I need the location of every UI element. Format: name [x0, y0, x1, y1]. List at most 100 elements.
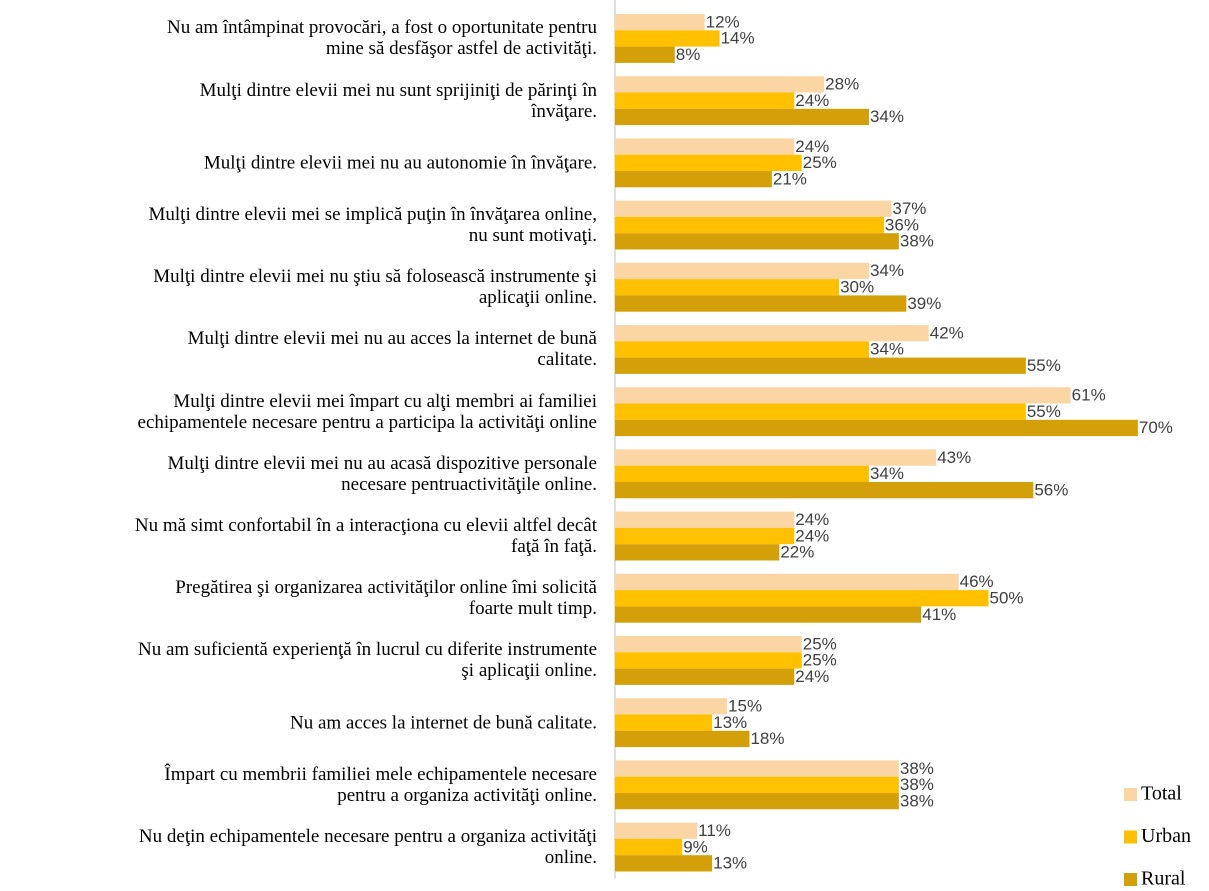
value-label: 50% [990, 589, 1024, 608]
value-label: 38% [900, 775, 934, 794]
value-label: 24% [795, 526, 829, 545]
value-label: 24% [795, 137, 829, 156]
bar [615, 465, 869, 482]
bar [615, 200, 892, 217]
bar [615, 822, 698, 839]
bar [615, 92, 795, 109]
bar [615, 855, 713, 872]
value-label: 41% [922, 605, 956, 624]
value-label: 42% [930, 323, 964, 342]
bar [615, 776, 899, 793]
bar [615, 511, 795, 528]
value-label: 11% [698, 821, 731, 840]
bar [615, 171, 772, 188]
bar [615, 760, 899, 777]
value-label: 70% [1139, 418, 1173, 437]
value-label: 55% [1027, 356, 1061, 375]
bar [615, 730, 750, 748]
category-label: Nu am întâmpinat provocări, a fost o opo… [166, 17, 597, 60]
bar [615, 279, 840, 296]
legend-label: Urban [1141, 825, 1191, 847]
bar [615, 698, 728, 715]
value-label: 18% [750, 729, 784, 748]
bar [615, 527, 795, 545]
value-label: 34% [870, 340, 904, 359]
value-label: 61% [1072, 386, 1106, 405]
bar [615, 325, 929, 342]
value-label: 34% [870, 107, 904, 126]
bar [615, 714, 713, 731]
value-label: 9% [683, 837, 708, 856]
value-label: 56% [1034, 480, 1068, 499]
legend-swatch [1124, 830, 1137, 844]
value-label: 38% [900, 791, 934, 810]
category-label: Mulţi dintre elevii mei nu ştiu să folos… [153, 266, 597, 309]
bar [615, 590, 989, 607]
bar [615, 652, 802, 669]
value-label: 25% [803, 153, 837, 172]
bar [615, 138, 795, 155]
legend-label: Rural [1141, 868, 1186, 890]
category-label: Mulţi dintre elevii mei nu sunt sprijini… [199, 79, 597, 122]
bar [615, 295, 907, 312]
value-label: 36% [885, 215, 919, 234]
bar [615, 636, 802, 653]
legend-swatch [1124, 873, 1137, 886]
value-label: 55% [1027, 402, 1061, 421]
bar [615, 668, 795, 685]
category-label: Mulţi dintre elevii mei nu au acces la i… [187, 328, 597, 371]
value-label: 13% [713, 713, 747, 732]
category-label: Pregătirea şi organizarea activităţilor … [175, 577, 597, 620]
value-label: 25% [803, 651, 837, 670]
bar [615, 108, 869, 126]
category-label: Nu deţin echipamentele necesare pentru a… [138, 826, 597, 869]
value-label: 24% [795, 667, 829, 686]
legend-label: Total [1141, 783, 1182, 805]
value-label: 25% [803, 634, 837, 653]
value-label: 14% [721, 29, 755, 48]
bar [615, 357, 1026, 374]
value-label: 34% [870, 464, 904, 483]
bar [615, 544, 780, 561]
bar [615, 482, 1034, 499]
bar [615, 233, 899, 250]
bar [615, 419, 1138, 437]
value-label: 15% [728, 697, 762, 716]
value-label: 34% [870, 261, 904, 280]
bar [615, 573, 959, 591]
value-label: 12% [706, 12, 740, 31]
value-label: 30% [840, 278, 874, 297]
category-label: Mulţi dintre elevii mei nu au acasă disp… [167, 452, 597, 495]
bar [615, 793, 899, 810]
bar [615, 449, 937, 466]
bar [615, 30, 720, 47]
value-label: 24% [795, 91, 829, 110]
value-label: 39% [907, 294, 941, 313]
bar [615, 838, 683, 856]
value-label: 46% [960, 572, 994, 591]
value-label: 13% [713, 854, 747, 873]
bar [615, 216, 884, 234]
value-label: 21% [773, 169, 807, 188]
value-label: 24% [795, 510, 829, 529]
category-label: Nu am acces la internet de bună calitate… [289, 712, 597, 734]
bar [615, 262, 869, 280]
value-label: 43% [937, 448, 971, 467]
category-label: Nu mă simt confortabil în a interacţiona… [134, 515, 597, 558]
category-label: Nu am suficientă experienţă în lucrul cu… [138, 639, 597, 682]
bar [615, 606, 922, 623]
category-label: Mulţi dintre elevii mei împart cu alţi m… [137, 390, 597, 433]
value-label: 8% [676, 45, 701, 64]
category-label: Mulţi dintre elevii mei nu au autonomie … [203, 152, 597, 174]
bar [615, 341, 869, 358]
bar [615, 76, 825, 93]
category-label: Împart cu membrii familiei mele echipame… [164, 763, 597, 806]
value-label: 38% [900, 232, 934, 251]
category-label: Mulţi dintre elevii mei se implică puţin… [148, 204, 598, 247]
value-label: 37% [892, 199, 926, 218]
bar [615, 154, 802, 171]
bar [615, 403, 1026, 420]
bar [615, 14, 705, 31]
